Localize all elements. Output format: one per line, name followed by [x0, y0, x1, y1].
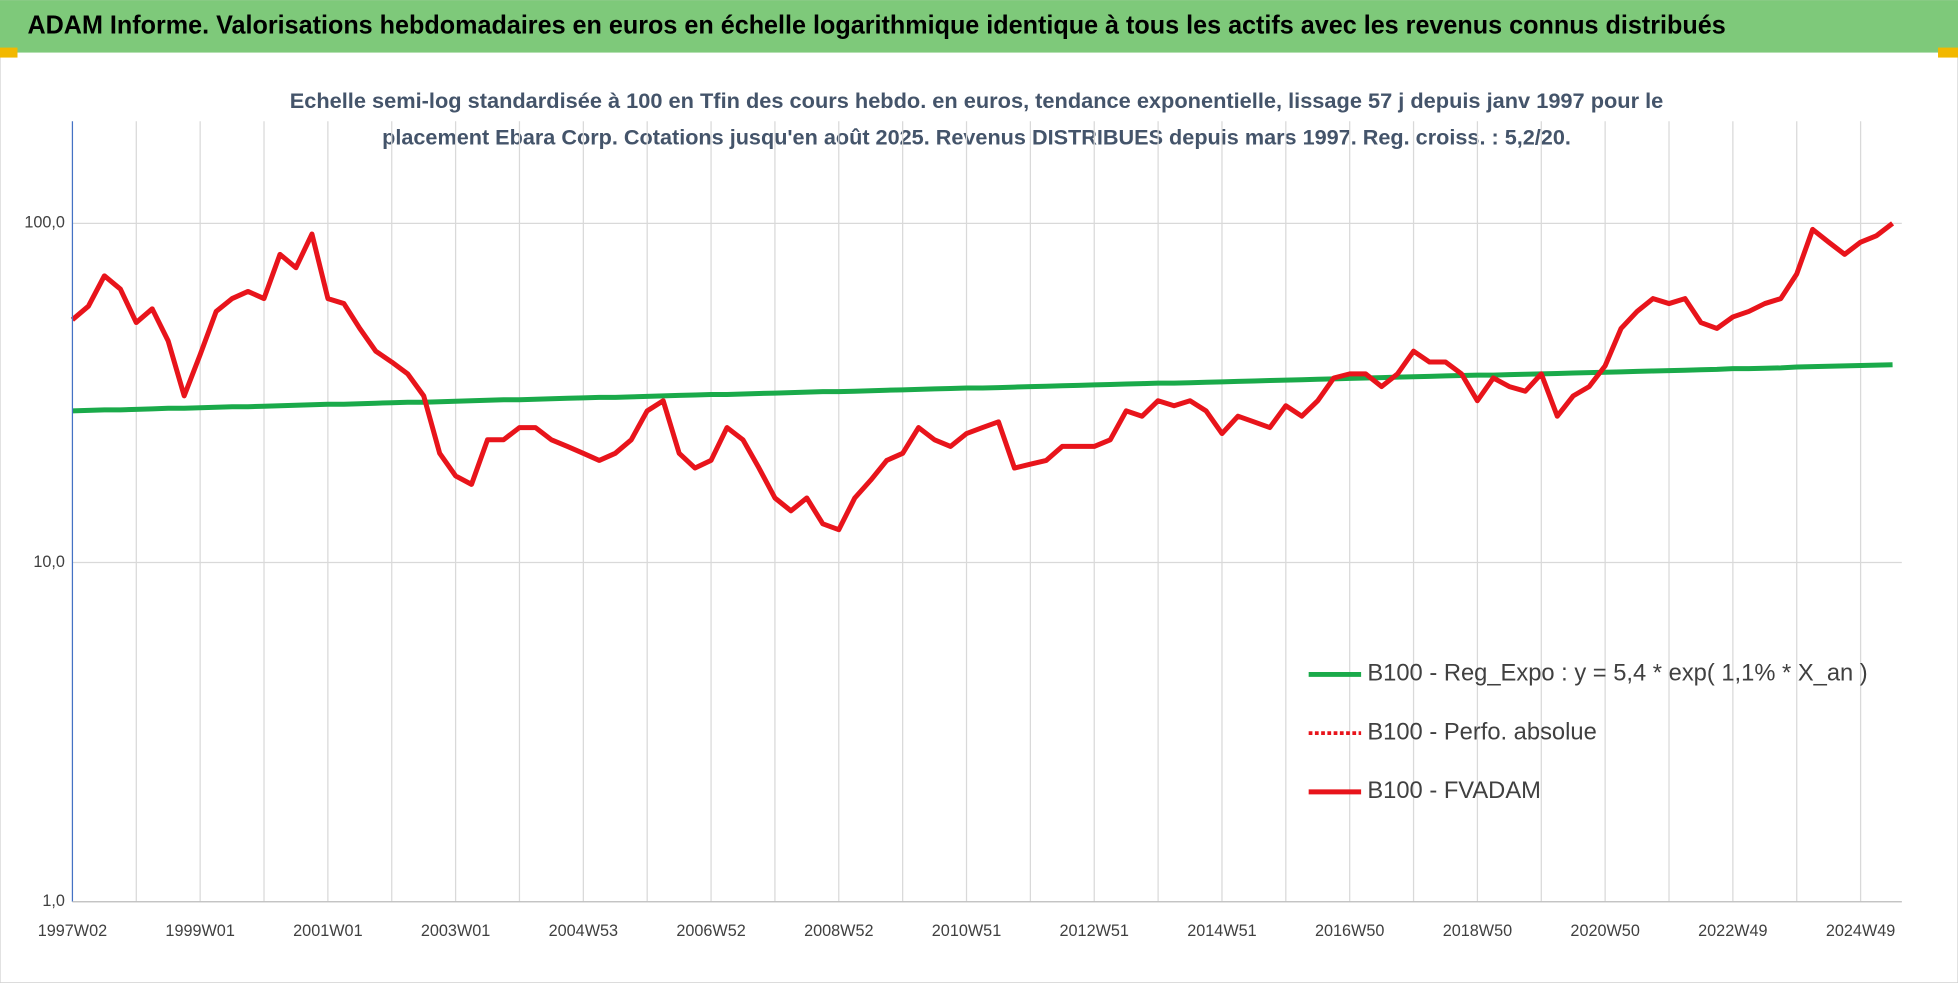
subtitle: Echelle semi-log standardisée à 100 en T… [290, 90, 1664, 113]
plot [70, 221, 1895, 533]
x-tick-label: 2008W52 [804, 922, 873, 940]
corner [1938, 47, 1958, 58]
x-tick-label: 2024W49 [1826, 922, 1895, 940]
x-tick-label: 2018W50 [1443, 922, 1512, 940]
x-tick-label: 2001W01 [293, 922, 362, 940]
x-tick-label: 1997W02 [38, 922, 107, 940]
legend: B100 - Reg_Expo : y = 5,4 * exp( 1,1% * … [1308, 661, 1868, 804]
series-line [70, 221, 1895, 533]
subtitle: placement Ebara Corp. Cotations jusqu'en… [382, 126, 1571, 149]
header-bar [0, 0, 1958, 53]
x-tick-label: 2022W49 [1698, 922, 1767, 940]
x-tick-label: 2003W01 [421, 922, 490, 940]
x-tick-label: 2004W53 [549, 922, 618, 940]
series-line [72, 362, 1893, 414]
legend-label: B100 - Perfo. absolue [1367, 719, 1596, 745]
legend-label: B100 - FVADAM [1367, 778, 1541, 804]
grid [72, 121, 1902, 903]
y-tick-label: 10,0 [33, 553, 65, 571]
x-tick-label: 2014W51 [1187, 922, 1256, 940]
y-tick-label: 1,0 [42, 892, 65, 910]
x-tick-label: 2020W50 [1570, 922, 1639, 940]
x-tick-label: 2006W52 [676, 922, 745, 940]
x-tick-label: 2016W50 [1315, 922, 1384, 940]
y-tick-label: 100,0 [24, 214, 65, 232]
x-tick-label: 1999W01 [165, 922, 234, 940]
x-tick-label: 2010W51 [932, 922, 1001, 940]
x-tick-label: 2012W51 [1060, 922, 1129, 940]
legend-label: B100 - Reg_Expo : y = 5,4 * exp( 1,1% * … [1367, 661, 1867, 687]
corner [0, 47, 18, 58]
chart-title: ADAM Informe. Valorisations hebdomadaire… [27, 9, 1725, 39]
ticks: 1,0 10,0 100,0 1997W02 1999W01 2001W01 2003W01… [24, 214, 1895, 940]
